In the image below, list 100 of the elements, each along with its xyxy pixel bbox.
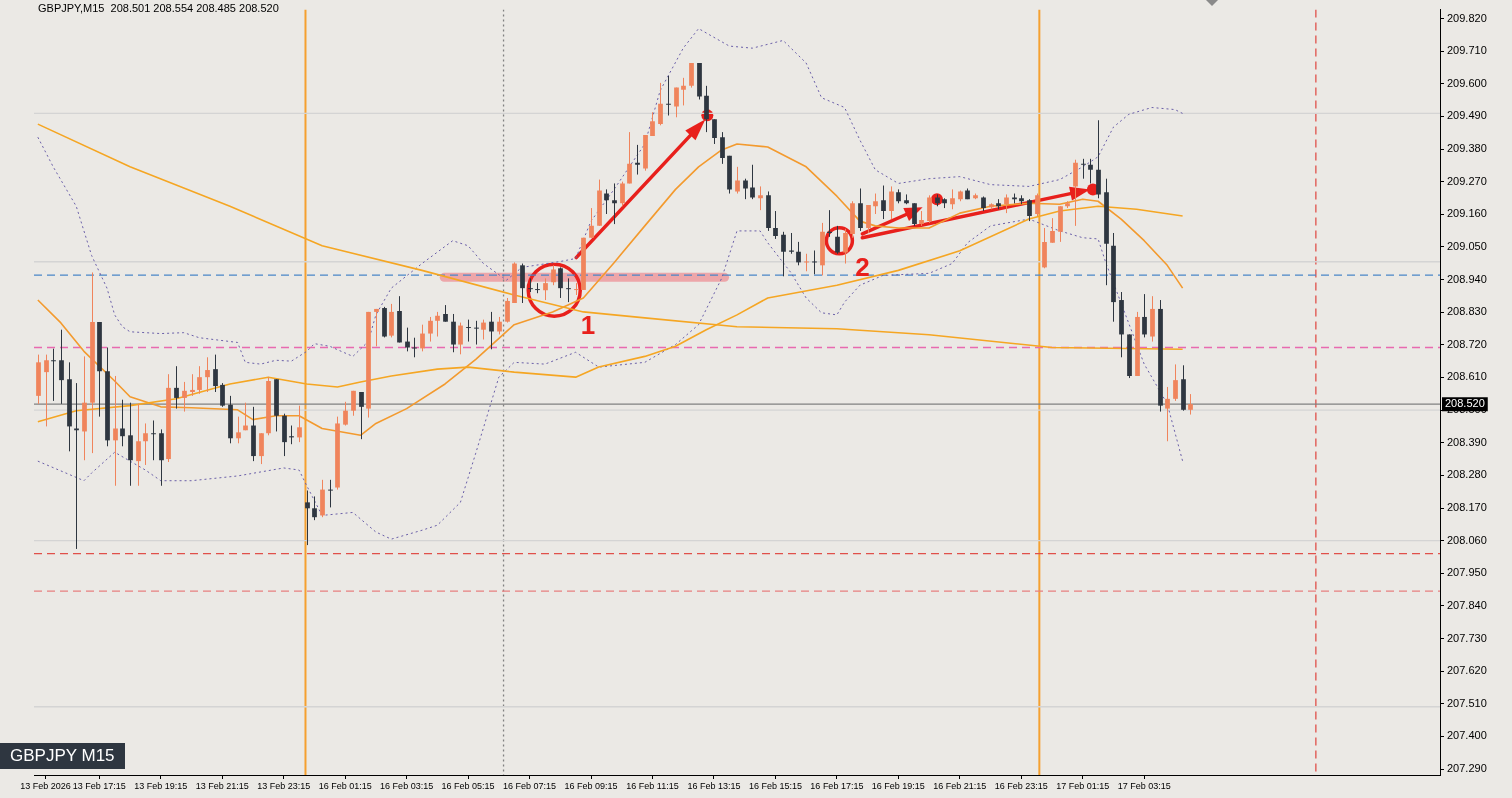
x-tick-label: 16 Feb 11:15 bbox=[626, 780, 679, 791]
candlestick bbox=[435, 311, 440, 338]
y-tick-label: 207.290 bbox=[1447, 762, 1487, 775]
x-tick-label: 16 Feb 07:15 bbox=[503, 780, 557, 791]
x-tick-label: 13 Feb 23:15 bbox=[257, 780, 311, 791]
candlestick bbox=[528, 277, 533, 293]
x-tick-label: 16 Feb 19:15 bbox=[871, 780, 925, 791]
candlestick bbox=[843, 228, 848, 265]
x-tick-label: 13 Feb 2026 bbox=[20, 780, 71, 791]
candlestick bbox=[374, 308, 379, 347]
y-tick-label: 207.730 bbox=[1447, 631, 1487, 644]
x-tick-label: 16 Feb 01:15 bbox=[318, 780, 372, 791]
candlestick bbox=[405, 327, 410, 352]
candlestick bbox=[535, 282, 540, 294]
candlestick bbox=[451, 313, 456, 353]
candlestick bbox=[220, 382, 225, 408]
candlestick bbox=[1050, 217, 1055, 244]
candlestick bbox=[681, 77, 686, 106]
candlestick bbox=[912, 202, 917, 227]
y-tick-label: 209.710 bbox=[1447, 44, 1487, 57]
y-tick-label: 209.050 bbox=[1447, 239, 1487, 252]
y-tick-label: 208.940 bbox=[1447, 272, 1487, 285]
y-tick-label: 208.720 bbox=[1447, 337, 1487, 350]
y-tick-label: 207.510 bbox=[1447, 696, 1487, 709]
candlestick bbox=[1027, 198, 1032, 222]
y-tick-label: 208.390 bbox=[1447, 435, 1487, 448]
candlestick bbox=[666, 75, 671, 117]
candlestick bbox=[1188, 393, 1193, 416]
x-tick-label: 13 Feb 21:15 bbox=[195, 780, 249, 791]
x-tick-label: 17 Feb 03:15 bbox=[1117, 780, 1171, 791]
x-tick-label: 13 Feb 19:15 bbox=[134, 780, 188, 791]
candlestick bbox=[1142, 293, 1147, 338]
y-tick-label: 207.950 bbox=[1447, 566, 1487, 579]
y-tick-label: 209.820 bbox=[1447, 11, 1487, 24]
candlestick bbox=[182, 381, 187, 413]
y-tick-label: 209.270 bbox=[1447, 174, 1487, 187]
candlestick bbox=[474, 320, 479, 346]
candlestick bbox=[604, 188, 609, 215]
candlestick bbox=[812, 249, 817, 275]
y-tick-label: 207.400 bbox=[1447, 729, 1487, 742]
candlestick bbox=[428, 316, 433, 343]
candlestick bbox=[627, 131, 632, 184]
candlestick bbox=[1081, 158, 1086, 180]
candlestick bbox=[866, 204, 871, 234]
candlestick bbox=[136, 403, 141, 487]
candlestick bbox=[835, 225, 840, 255]
y-tick-label: 209.490 bbox=[1447, 109, 1487, 122]
line-series bbox=[37, 28, 1184, 365]
candlestick bbox=[328, 479, 333, 508]
x-tick-label: 17 Feb 01:15 bbox=[1056, 780, 1110, 791]
candlestick bbox=[1165, 386, 1170, 442]
candlestick bbox=[574, 282, 579, 296]
annotation: 1 bbox=[580, 309, 596, 340]
candlestick bbox=[781, 231, 786, 277]
x-tick-label: 16 Feb 13:15 bbox=[687, 780, 741, 791]
candlestick bbox=[674, 87, 679, 118]
candlestick bbox=[343, 401, 348, 427]
candlestick bbox=[789, 232, 794, 255]
candlestick bbox=[796, 241, 801, 266]
candlestick bbox=[205, 356, 210, 393]
y-tick-label: 208.610 bbox=[1447, 370, 1487, 383]
y-tick-label: 208.060 bbox=[1447, 533, 1487, 546]
candlestick bbox=[704, 85, 709, 133]
candlestick bbox=[620, 181, 625, 207]
x-tick-label: 16 Feb 17:15 bbox=[810, 780, 864, 791]
y-tick-label: 207.620 bbox=[1447, 664, 1487, 677]
candlestick bbox=[174, 365, 179, 410]
y-tick-label: 208.170 bbox=[1447, 501, 1487, 514]
x-tick-label: 16 Feb 05:15 bbox=[441, 780, 495, 791]
candlestick bbox=[520, 263, 525, 304]
candlestick bbox=[689, 62, 694, 89]
candlestick bbox=[74, 382, 79, 550]
candlestick bbox=[120, 399, 125, 447]
candlestick bbox=[213, 354, 218, 393]
candlestick bbox=[305, 490, 310, 546]
x-tick-label: 16 Feb 03:15 bbox=[380, 780, 434, 791]
y-tick-label: 209.160 bbox=[1447, 207, 1487, 220]
y-tick-label: 207.840 bbox=[1447, 598, 1487, 611]
candlestick bbox=[873, 193, 878, 215]
candlestick bbox=[720, 131, 725, 165]
candlestick bbox=[635, 144, 640, 176]
candlestick bbox=[881, 185, 886, 220]
x-tick-label: 16 Feb 23:15 bbox=[994, 780, 1048, 791]
candlestick bbox=[489, 311, 494, 350]
candlestick bbox=[1173, 363, 1178, 402]
candlestick bbox=[466, 319, 471, 343]
candlestick bbox=[412, 337, 417, 358]
candlestick bbox=[481, 319, 486, 340]
candlestick bbox=[743, 178, 748, 200]
candlestick bbox=[359, 391, 364, 440]
candlestick bbox=[59, 329, 64, 405]
annotation: GBPJPY M15 bbox=[0, 743, 125, 769]
candlestick bbox=[712, 118, 717, 145]
candlestick bbox=[927, 194, 932, 224]
candlestick bbox=[551, 264, 556, 286]
candlestick bbox=[658, 82, 663, 126]
candlestick bbox=[113, 375, 118, 487]
candlestick bbox=[505, 297, 510, 324]
candlestick bbox=[889, 185, 894, 220]
chart-title: GBPJPY,M15 208.501 208.554 208.485 208.520 bbox=[38, 2, 279, 14]
